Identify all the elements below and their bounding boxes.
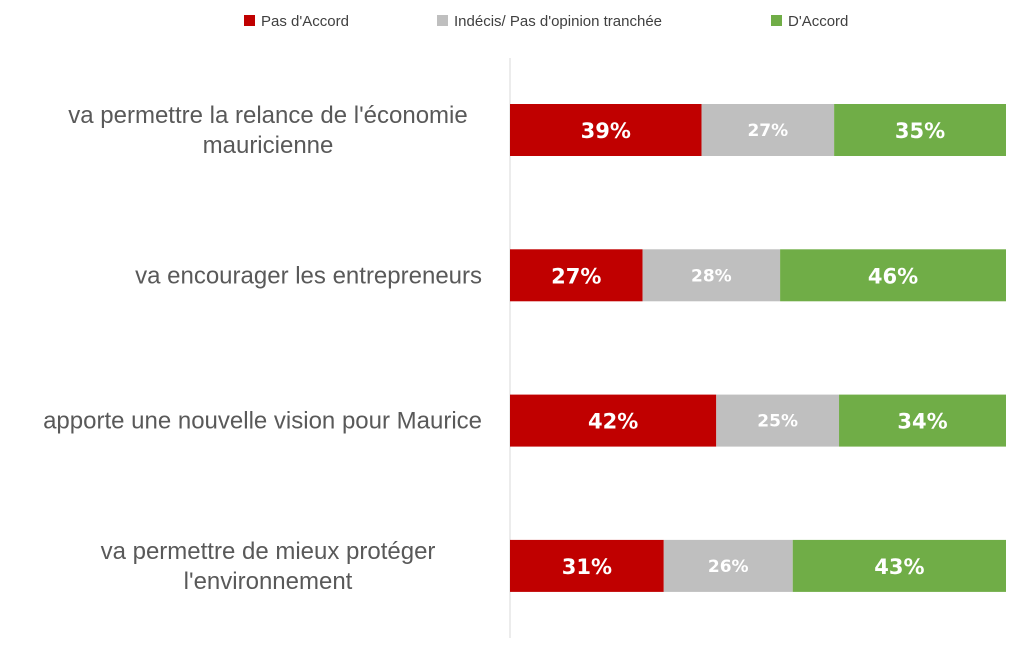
bar-indecis-pas-d-opinion-tranchee — [642, 249, 781, 302]
data-label: 35% — [895, 119, 945, 143]
category-labels: va permettre la relance de l'économie mau… — [43, 102, 482, 595]
data-label: 42% — [588, 410, 638, 434]
bar-indecis-pas-d-opinion-tranchee — [663, 539, 793, 592]
category-label: apporte une nouvelle vision pour Maurice — [43, 408, 482, 435]
bar-d-accord — [834, 104, 1006, 156]
value-labels: 39% 27% 35% 27% 28% 46% 42% 25% 34% 31% 26% 43% — [551, 119, 947, 579]
category-label: va permettre la relance de l'économie mau… — [68, 102, 467, 159]
data-label: 46% — [868, 264, 918, 288]
data-label: 39% — [581, 119, 631, 143]
category-label: va encourager les entrepreneurs — [135, 262, 482, 289]
legend-label-pas-d-accord: Pas d'Accord — [261, 13, 349, 30]
data-label: 26% — [708, 557, 749, 577]
data-label: 25% — [757, 412, 798, 432]
data-label: 27% — [747, 121, 788, 141]
bar-pas-d-accord — [510, 249, 643, 302]
data-label: 43% — [874, 555, 924, 579]
bar-indecis-pas-d-opinion-tranchee — [716, 394, 840, 447]
data-label: 27% — [551, 264, 601, 288]
data-label: 28% — [691, 266, 732, 286]
bars — [510, 104, 1006, 592]
legend-swatch-d-accord — [771, 15, 782, 26]
bar-d-accord — [839, 394, 1006, 447]
legend-swatch-pas-d-accord — [244, 15, 255, 26]
legend-swatch-indecis-pas-d-opinion-tranchee — [437, 15, 448, 26]
legend-label-d-accord: D'Accord — [788, 13, 848, 30]
category-label: va permettre de mieux protéger l'environn… — [101, 538, 436, 595]
legend-label-indecis-pas-d-opinion-tranchee: Indécis/ Pas d'opinion tranchée — [454, 13, 662, 30]
bar-d-accord — [792, 539, 1006, 592]
data-label: 31% — [562, 555, 612, 579]
legend: Pas d'Accord Indécis/ Pas d'opinion tranc… — [244, 13, 848, 30]
bar-pas-d-accord — [510, 104, 702, 156]
bar-pas-d-accord — [510, 394, 717, 447]
bar-indecis-pas-d-opinion-tranchee — [701, 104, 835, 156]
data-label: 34% — [897, 410, 947, 434]
bar-d-accord — [780, 249, 1006, 302]
bar-pas-d-accord — [510, 539, 664, 592]
